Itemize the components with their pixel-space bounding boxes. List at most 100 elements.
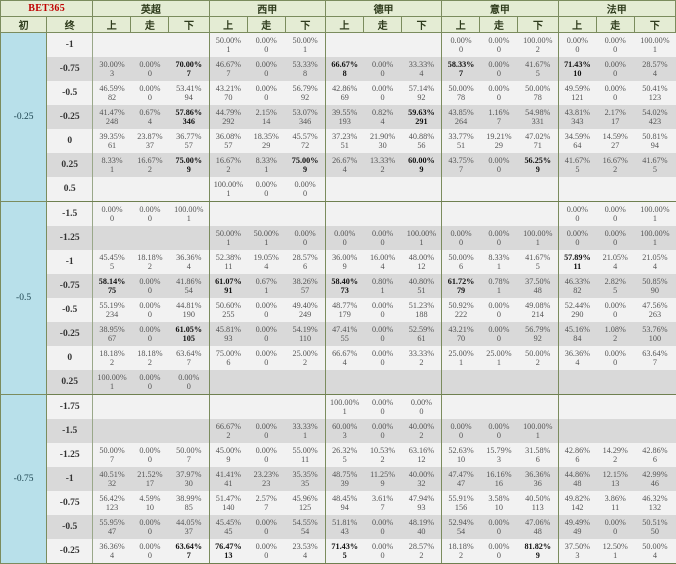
data-cell: 0.00% 0 bbox=[92, 201, 131, 226]
data-cell: 0.00% 0 bbox=[324, 226, 364, 250]
data-cell: 33.77% 51 bbox=[441, 129, 480, 153]
data-cell: 55.19% 234 bbox=[92, 298, 131, 322]
data-cell: 51.47% 140 bbox=[208, 491, 248, 515]
open-handicap-label: -0.5 bbox=[0, 201, 48, 395]
data-cell: 41.67% 5 bbox=[517, 57, 559, 81]
data-cell bbox=[557, 370, 597, 395]
data-cell: 0.00% 0 bbox=[247, 443, 286, 467]
data-cell: 21.05% 4 bbox=[596, 250, 635, 274]
table-row: -1 40.51% 32 21.52% 17 37.97% 30 41.41% 41 23.23%… bbox=[1, 467, 676, 491]
data-cell: 43.21% 70 bbox=[208, 81, 248, 105]
data-cell: 0.00% 0 bbox=[247, 322, 286, 346]
data-cell: 1.08% 2 bbox=[596, 322, 635, 346]
data-cell bbox=[401, 177, 442, 202]
close-handicap-label: -0.5 bbox=[46, 298, 94, 322]
data-cell: 61.05% 105 bbox=[168, 322, 210, 346]
league-header-4: 法甲 bbox=[557, 0, 676, 17]
data-cell: 43.21% 70 bbox=[441, 322, 480, 346]
data-cell: 45.57% 72 bbox=[285, 129, 326, 153]
data-cell: 0.00% 0 bbox=[130, 81, 169, 105]
close-handicap-label: 0 bbox=[46, 346, 94, 370]
data-cell bbox=[401, 32, 442, 57]
data-cell: 50.00% 1 bbox=[208, 32, 248, 57]
subheader-2-up: 上 bbox=[324, 16, 365, 33]
data-cell: 57.86% 346 bbox=[168, 105, 210, 129]
data-cell: 1.16% 7 bbox=[479, 105, 518, 129]
subheader-2-flat: 走 bbox=[363, 16, 403, 33]
table-row: 0 39.35% 61 23.87% 37 36.77% 57 36.08% 57 18.35% 2… bbox=[1, 129, 676, 153]
data-cell bbox=[479, 394, 518, 419]
data-cell: 42.99% 46 bbox=[634, 467, 676, 491]
data-cell: 0.00% 0 bbox=[479, 153, 518, 177]
data-cell: 0.00% 0 bbox=[363, 515, 402, 539]
data-cell bbox=[168, 419, 210, 443]
data-cell bbox=[517, 201, 559, 226]
data-cell: 25.00% 1 bbox=[479, 346, 518, 370]
data-cell: 56.25% 9 bbox=[517, 153, 559, 177]
subheader-3-up: 上 bbox=[441, 16, 481, 33]
data-cell: 49.40% 249 bbox=[285, 298, 326, 322]
data-cell: 47.56% 263 bbox=[634, 298, 676, 322]
table-row: 0.5 100.00% 1 0.00% 0 0.00% 0 bbox=[1, 177, 676, 202]
data-cell: 33.33% 1 bbox=[285, 419, 326, 443]
data-cell: 0.00% 0 bbox=[479, 81, 518, 105]
data-cell: 50.00% 7 bbox=[168, 443, 210, 467]
data-cell: 0.00% 0 bbox=[557, 32, 597, 57]
data-cell: 18.18% 2 bbox=[130, 250, 169, 274]
data-cell: 47.94% 93 bbox=[401, 491, 442, 515]
close-handicap-label: -0.25 bbox=[46, 105, 94, 129]
data-cell: 36.36% 4 bbox=[168, 250, 210, 274]
data-cell: 36.08% 57 bbox=[208, 129, 248, 153]
data-cell: 3.61% 7 bbox=[363, 491, 402, 515]
data-cell: 0.00% 0 bbox=[168, 370, 210, 395]
data-cell: 0.00% 0 bbox=[247, 81, 286, 105]
data-cell: 38.26% 57 bbox=[285, 274, 326, 298]
data-cell: 50.00% 1 bbox=[208, 226, 248, 250]
data-cell: 0.00% 0 bbox=[363, 298, 402, 322]
table-row: -0.75 -1.75 100.00% 1 0.00% 0 0.00% 0 bbox=[0, 394, 676, 564]
data-cell: 52.38% 11 bbox=[208, 250, 248, 274]
data-cell: 0.00% 0 bbox=[363, 81, 402, 105]
data-cell: 0.00% 0 bbox=[130, 443, 169, 467]
data-cell: 0.00% 0 bbox=[363, 226, 402, 250]
data-cell: 48.19% 40 bbox=[401, 515, 442, 539]
data-cell: 0.00% 0 bbox=[130, 298, 169, 322]
data-cell bbox=[596, 177, 635, 202]
data-cell bbox=[168, 177, 210, 202]
data-cell: 0.00% 0 bbox=[130, 515, 169, 539]
close-handicap-label: -1 bbox=[46, 32, 94, 57]
subheader-4-up: 上 bbox=[557, 16, 597, 33]
data-cell: 54.55% 54 bbox=[285, 515, 326, 539]
table-row: -0.25 36.36% 4 0.00% 0 63.64% 7 76.47% 13 0.00% 0 2… bbox=[1, 539, 676, 564]
close-handicap-label: 0 bbox=[46, 129, 94, 153]
data-cell: 47.41% 55 bbox=[324, 322, 364, 346]
data-cell: 23.23% 23 bbox=[247, 467, 286, 491]
data-cell: 36.36% 4 bbox=[557, 346, 597, 370]
data-cell: 0.00% 0 bbox=[247, 515, 286, 539]
data-cell: 10.53% 2 bbox=[363, 443, 402, 467]
data-cell: 33.33% 2 bbox=[401, 346, 442, 370]
data-cell: 46.59% 82 bbox=[92, 81, 131, 105]
data-cell bbox=[324, 201, 364, 226]
data-cell: 16.67% 2 bbox=[596, 153, 635, 177]
subheader-1-down: 下 bbox=[284, 16, 326, 33]
data-cell: 41.67% 5 bbox=[634, 153, 676, 177]
data-cell: 52.59% 61 bbox=[401, 322, 442, 346]
data-cell: 0.00% 0 bbox=[363, 57, 402, 81]
close-handicap-label: -0.5 bbox=[46, 81, 94, 105]
data-cell: 49.08% 214 bbox=[517, 298, 559, 322]
data-cell: 40.50% 113 bbox=[517, 491, 559, 515]
data-cell bbox=[92, 32, 131, 57]
table-row: -0.5 46.59% 82 0.00% 0 53.41% 94 43.21% 70 0.00% 0… bbox=[1, 81, 676, 105]
data-cell: 53.33% 8 bbox=[285, 57, 326, 81]
data-cell: 63.16% 12 bbox=[401, 443, 442, 467]
data-cell: 52.63% 10 bbox=[441, 443, 480, 467]
data-cell: 39.35% 61 bbox=[92, 129, 131, 153]
data-cell: 57.89% 11 bbox=[557, 250, 597, 274]
subheader-4-down: 下 bbox=[633, 16, 676, 33]
data-cell: 16.67% 2 bbox=[130, 153, 169, 177]
data-cell: 41.41% 41 bbox=[208, 467, 248, 491]
data-cell: 0.00% 0 bbox=[596, 298, 635, 322]
data-cell: 3.58% 10 bbox=[479, 491, 518, 515]
table-row: -0.5 55.95% 47 0.00% 0 44.05% 37 45.45% 45 0.00% 0… bbox=[1, 515, 676, 539]
